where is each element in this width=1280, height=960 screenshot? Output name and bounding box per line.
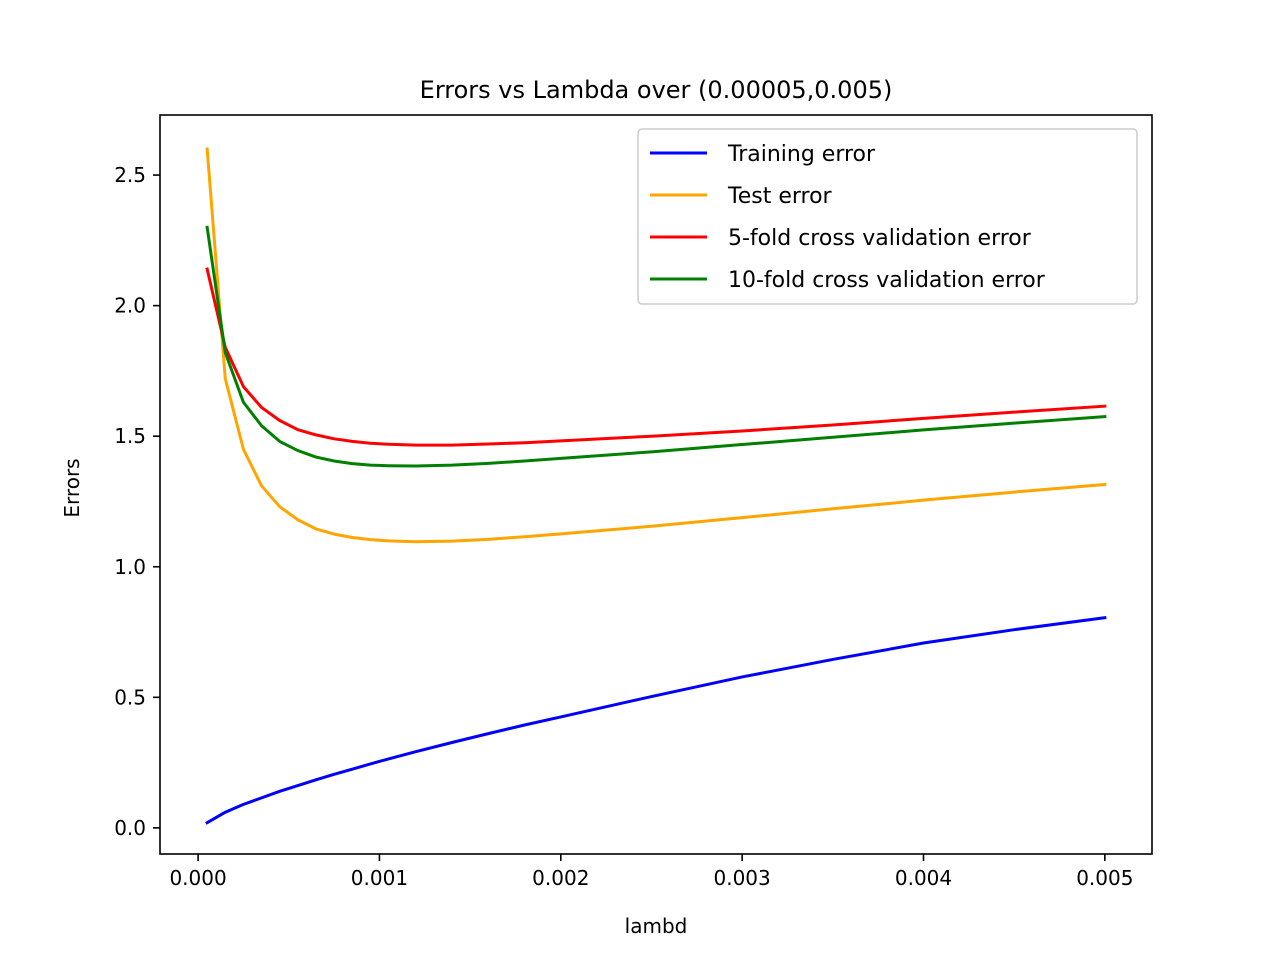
y-tick-label: 2.0 <box>114 294 146 318</box>
y-tick-label: 0.0 <box>114 816 146 840</box>
legend: Training error Test error 5-fold cross val… <box>637 128 1138 305</box>
y-axis: 0.0 0.5 1.0 1.5 2.0 2.5 <box>114 163 160 840</box>
legend-box <box>637 128 1138 305</box>
x-tick-label: 0.005 <box>1076 866 1133 890</box>
legend-label-5-fold-cross-validation-error: 5-fold cross validation error <box>728 226 1032 251</box>
y-tick-label: 1.5 <box>114 424 146 448</box>
x-tick-label: 0.004 <box>895 866 952 890</box>
y-tick-label: 1.0 <box>114 555 146 579</box>
legend-label-10-fold-cross-validation-error: 10-fold cross validation error <box>728 268 1046 293</box>
legend-entries: Training error Test error 5-fold cross val… <box>650 142 1046 293</box>
chart-title: Errors vs Lambda over (0.00005,0.005) <box>420 76 893 104</box>
series-line-5-fold-cross-validation-error <box>205 267 1107 447</box>
x-axis: 0.000 0.001 0.002 0.003 0.004 0.005 <box>169 854 1133 890</box>
y-tick-label: 2.5 <box>114 163 146 187</box>
x-tick-label: 0.001 <box>351 866 408 890</box>
axes-frame <box>159 114 1153 855</box>
legend-label-test-error: Test error <box>727 184 833 209</box>
legend-label-training-error: Training error <box>727 142 876 167</box>
x-tick-label: 0.002 <box>532 866 589 890</box>
x-tick-label: 0.003 <box>714 866 771 890</box>
plot-area <box>205 147 1107 825</box>
x-tick-label: 0.000 <box>169 866 226 890</box>
x-axis-label: lambd <box>625 914 688 938</box>
y-tick-label: 0.5 <box>114 685 146 709</box>
series-line-test-error <box>205 147 1107 544</box>
series-line-training-error <box>205 615 1107 825</box>
y-axis-label: Errors <box>60 458 84 517</box>
series-line-10-fold-cross-validation-error <box>205 225 1107 468</box>
